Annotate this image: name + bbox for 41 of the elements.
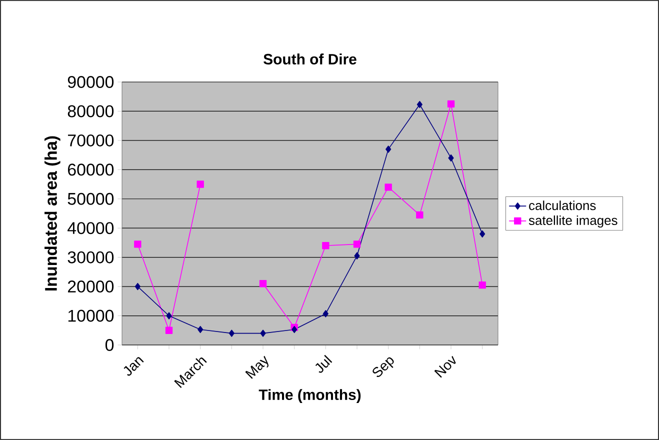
y-tick-label: 80000	[68, 105, 114, 118]
point	[198, 326, 204, 334]
x-tick-label: Jul	[315, 354, 332, 373]
point	[416, 211, 424, 219]
y-tick-label: 50000	[68, 192, 114, 205]
point	[386, 146, 392, 153]
point	[134, 240, 142, 248]
x-tick-label: Sep	[372, 357, 394, 378]
legend-label: calculations	[529, 200, 596, 210]
legend-label: satellite images	[528, 215, 618, 228]
point	[165, 326, 173, 334]
point	[447, 100, 455, 108]
point	[353, 240, 361, 248]
point	[322, 242, 330, 250]
x-axis-title: Time (months)	[258, 389, 361, 403]
point	[134, 282, 140, 290]
point	[478, 281, 486, 289]
y-tick-label: 0	[105, 338, 114, 351]
y-tick-label: 90000	[68, 76, 114, 88]
point	[259, 280, 267, 288]
point	[228, 330, 234, 337]
point	[260, 330, 266, 337]
point	[196, 180, 204, 188]
point	[322, 310, 328, 318]
point	[354, 252, 360, 260]
y-axis-title: Inundated area (ha)	[44, 136, 60, 290]
x-tick-label: Nov	[434, 356, 456, 378]
y-tick-label: 20000	[68, 280, 114, 293]
point	[448, 154, 454, 162]
y-tick-label: 30000	[68, 251, 114, 264]
y-tick-label: 70000	[68, 134, 114, 146]
point	[416, 100, 422, 108]
point	[166, 312, 172, 320]
y-tick-label: 40000	[68, 222, 114, 234]
x-tick-label: Jan	[124, 357, 144, 376]
y-tick-label: 10000	[68, 310, 114, 322]
point	[384, 184, 392, 191]
x-tick-label: May	[245, 356, 268, 379]
point	[480, 230, 486, 238]
chart-title: South of Dire	[264, 54, 356, 64]
y-tick-label: 60000	[68, 164, 114, 176]
